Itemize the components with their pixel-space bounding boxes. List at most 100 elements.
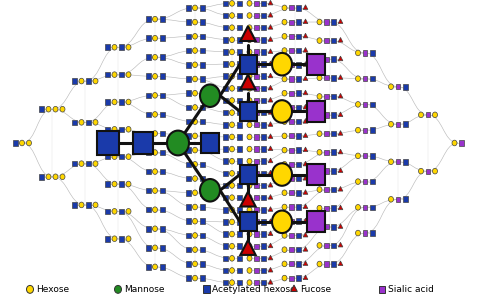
Bar <box>237 268 241 273</box>
Bar <box>223 219 228 225</box>
Circle shape <box>247 255 252 261</box>
Circle shape <box>192 105 197 110</box>
Circle shape <box>247 61 252 67</box>
Circle shape <box>153 54 157 60</box>
Circle shape <box>282 62 287 67</box>
Bar <box>370 179 374 185</box>
Circle shape <box>356 205 360 210</box>
Circle shape <box>112 99 117 105</box>
Bar <box>237 122 241 128</box>
Bar <box>331 224 336 230</box>
Circle shape <box>229 268 235 273</box>
Bar <box>296 218 301 224</box>
Circle shape <box>153 35 157 41</box>
Circle shape <box>192 161 197 167</box>
Text: Fucose: Fucose <box>300 285 331 294</box>
Bar <box>200 19 204 25</box>
Circle shape <box>153 264 157 270</box>
Circle shape <box>93 78 98 84</box>
Circle shape <box>356 127 360 133</box>
Bar <box>296 76 301 82</box>
Bar <box>261 73 266 79</box>
Circle shape <box>60 174 65 180</box>
Circle shape <box>388 121 394 127</box>
Bar <box>200 233 204 238</box>
Bar <box>237 110 241 116</box>
Bar <box>237 219 241 225</box>
Bar <box>200 275 204 281</box>
Bar <box>185 76 191 82</box>
Circle shape <box>282 5 287 11</box>
Bar <box>223 25 228 30</box>
Circle shape <box>247 49 252 55</box>
Circle shape <box>229 219 235 225</box>
Bar <box>119 181 124 187</box>
Bar <box>133 132 153 154</box>
Bar <box>261 1 266 6</box>
Bar <box>237 61 241 67</box>
Circle shape <box>126 99 131 105</box>
Circle shape <box>79 78 84 84</box>
Circle shape <box>192 76 197 82</box>
Bar <box>200 133 204 139</box>
Bar <box>237 13 241 18</box>
Bar <box>185 190 191 195</box>
Circle shape <box>112 236 117 241</box>
Circle shape <box>229 195 235 200</box>
Bar <box>200 247 204 253</box>
Bar <box>331 38 336 43</box>
Circle shape <box>317 150 322 155</box>
Circle shape <box>153 131 157 136</box>
Circle shape <box>153 92 157 98</box>
Bar <box>145 169 151 174</box>
Circle shape <box>153 74 157 79</box>
Bar <box>223 255 228 261</box>
Text: Hexose: Hexose <box>36 285 69 294</box>
Circle shape <box>432 112 437 118</box>
Text: Acetylated hexose: Acetylated hexose <box>212 285 296 294</box>
Bar <box>86 119 91 125</box>
Bar <box>261 158 266 164</box>
Bar <box>86 202 91 208</box>
Bar <box>185 33 191 39</box>
Circle shape <box>112 209 117 214</box>
Bar <box>185 62 191 67</box>
Bar <box>200 176 204 181</box>
Bar <box>200 204 204 210</box>
Circle shape <box>46 106 51 112</box>
Bar <box>237 195 241 200</box>
Bar <box>159 112 165 117</box>
Bar <box>145 264 151 270</box>
Bar <box>331 243 336 248</box>
Bar <box>185 19 191 25</box>
Circle shape <box>192 233 197 238</box>
Bar <box>200 48 204 54</box>
Bar <box>403 121 408 127</box>
Bar <box>145 16 151 22</box>
Bar <box>200 161 204 167</box>
Circle shape <box>356 76 360 81</box>
Bar <box>145 207 151 212</box>
Bar <box>237 183 241 188</box>
Bar <box>72 202 77 208</box>
Bar <box>200 119 204 124</box>
Bar <box>185 105 191 110</box>
Bar <box>223 110 228 116</box>
Bar <box>296 105 301 110</box>
Bar <box>261 280 266 285</box>
Circle shape <box>192 176 197 181</box>
Circle shape <box>112 154 117 160</box>
Circle shape <box>282 147 287 153</box>
Circle shape <box>247 98 252 103</box>
Bar <box>185 5 191 11</box>
Circle shape <box>112 72 117 78</box>
Circle shape <box>247 85 252 91</box>
Bar <box>240 102 256 121</box>
Bar <box>261 13 266 18</box>
Bar <box>223 49 228 55</box>
Circle shape <box>317 75 322 81</box>
Circle shape <box>192 119 197 124</box>
Bar <box>261 146 266 152</box>
Bar <box>185 133 191 139</box>
Circle shape <box>356 50 360 56</box>
